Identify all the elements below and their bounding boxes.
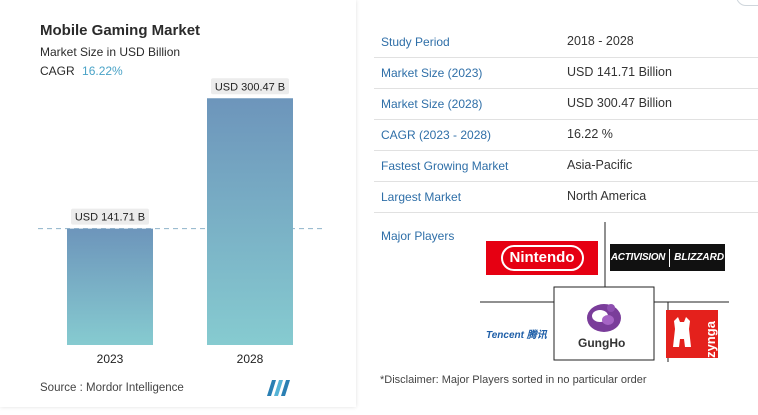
blizzard-text: BLIZZARD: [674, 252, 725, 263]
nintendo-logo: Nintendo: [486, 241, 598, 275]
value-label-bg: [211, 78, 289, 95]
summary-value: USD 141.71 Billion: [567, 65, 672, 79]
activision-blizzard-logo: ACTIVISION BLIZZARD: [610, 244, 725, 271]
logo-divider: [669, 248, 671, 267]
gungho-logo: GungHo: [559, 299, 649, 355]
bar-chart: USD 141.71 B 2023 USD 300.47 B 2028: [38, 78, 322, 366]
tencent-logo: Tencent 腾讯: [486, 326, 552, 342]
major-players-label: Major Players: [381, 229, 455, 243]
chart-source: Source : Mordor Intelligence: [40, 382, 184, 394]
summary-value: 16.22 %: [567, 127, 613, 141]
chart-cagr: CAGR 16.22%: [40, 64, 123, 78]
summary-row-fastest-growing: Fastest Growing Market Asia-Pacific: [374, 151, 758, 182]
mordor-intelligence-logo: [267, 380, 290, 396]
summary-key: Largest Market: [381, 190, 462, 204]
summary-row-market-size-2028: Market Size (2028) USD 300.47 Billion: [374, 89, 758, 120]
summary-value: 2018 - 2028: [567, 34, 634, 48]
value-label-bg: [71, 208, 149, 225]
nintendo-logo-text: Nintendo: [509, 249, 575, 266]
summary-key: Fastest Growing Market: [381, 159, 509, 173]
zynga-dog-icon: [673, 317, 691, 347]
activision-text: ACTIVISION: [610, 252, 666, 263]
value-label: USD 141.71 B: [75, 212, 145, 224]
gungho-logo-text: GungHo: [578, 336, 626, 350]
summary-row-cagr: CAGR (2023 - 2028) 16.22 %: [374, 120, 758, 151]
summary-key: Study Period: [381, 35, 450, 49]
chart-title: Mobile Gaming Market: [40, 22, 201, 39]
market-chart-card: Mobile Gaming Market Market Size in USD …: [0, 0, 356, 407]
value-label: USD 300.47 B: [215, 81, 285, 93]
summary-row-market-size-2023: Market Size (2023) USD 141.71 Billion: [374, 58, 758, 89]
summary-value: Asia-Pacific: [567, 158, 633, 172]
market-summary: Study Period 2018 - 2028 Market Size (20…: [362, 0, 758, 415]
gungho-symbol-icon: [587, 304, 621, 332]
category-label: 2028: [237, 352, 264, 366]
bar-2023: [67, 228, 153, 345]
summary-key: Market Size (2028): [381, 97, 483, 111]
summary-value: USD 300.47 Billion: [567, 96, 672, 110]
zynga-logo-text: zynga: [702, 321, 718, 358]
disclaimer: *Disclaimer: Major Players sorted in no …: [380, 374, 647, 386]
zynga-logo: zynga: [666, 310, 718, 358]
cagr-value: 16.22%: [82, 64, 123, 78]
summary-value: North America: [567, 189, 647, 203]
cagr-label: CAGR: [40, 64, 75, 78]
tencent-logo-text: Tencent 腾讯: [486, 330, 547, 341]
summary-row-largest-market: Largest Market North America: [374, 182, 758, 213]
summary-key: CAGR (2023 - 2028): [381, 128, 492, 142]
summary-key: Market Size (2023): [381, 66, 483, 80]
chart-subtitle: Market Size in USD Billion: [40, 45, 181, 59]
summary-row-study-period: Study Period 2018 - 2028: [374, 27, 758, 58]
category-label: 2023: [97, 352, 124, 366]
bar-2028: [207, 98, 293, 345]
